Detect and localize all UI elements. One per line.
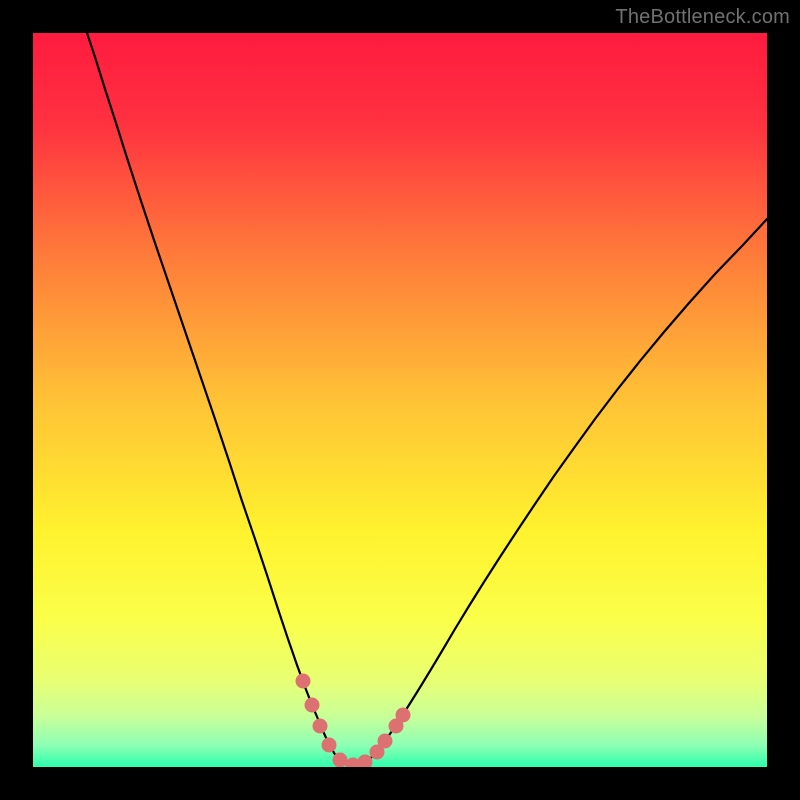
curve-marker — [378, 734, 392, 748]
gradient-background — [33, 33, 767, 767]
curve-marker — [396, 708, 410, 722]
curve-marker — [296, 674, 310, 688]
curve-marker — [305, 698, 319, 712]
bottleneck-chart — [33, 33, 767, 767]
watermark-text: TheBottleneck.com — [615, 6, 790, 29]
chart-container: TheBottleneck.com — [0, 0, 800, 800]
curve-marker — [322, 738, 336, 752]
curve-marker — [333, 753, 347, 767]
curve-marker — [313, 719, 327, 733]
curve-marker — [358, 755, 372, 767]
plot-area — [33, 33, 767, 767]
